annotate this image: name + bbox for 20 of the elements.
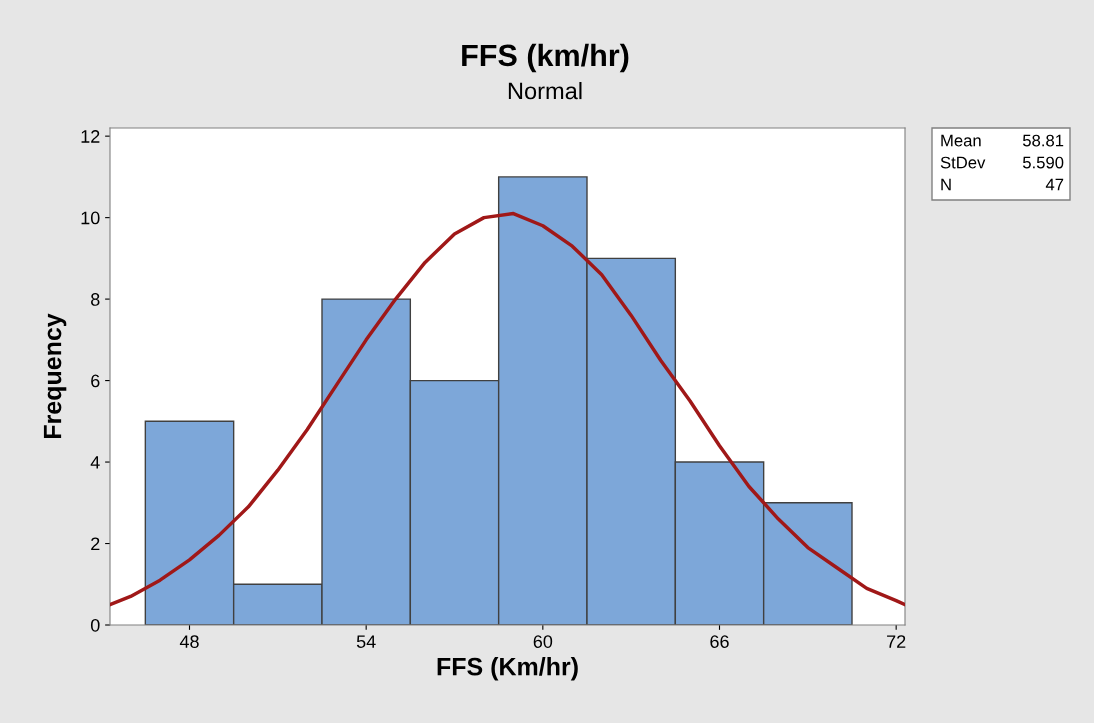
y-tick-label: 10	[81, 211, 100, 225]
text: N 47	[941, 178, 1064, 191]
x-tick-label: 66	[710, 635, 729, 648]
text: Mean 58.81	[941, 134, 1064, 147]
y-axis-title: Frequency	[43, 313, 67, 439]
y-tick-label: 2	[91, 537, 100, 551]
y-tick-label: 6	[91, 374, 100, 388]
x-tick-label: 72	[887, 635, 906, 648]
y-tick-label: 4	[90, 456, 100, 469]
y-tick-label: 12	[81, 130, 100, 143]
x-tick-label: 54	[356, 635, 376, 648]
x-tick-label: 60	[533, 635, 553, 648]
text: StDev 5.590	[940, 156, 1064, 169]
x-axis-title: FFS (Km/hr)	[437, 657, 578, 681]
x-tick-label: 48	[179, 635, 199, 648]
line-series	[110, 211, 905, 607]
y-tick-label: 0	[90, 618, 100, 632]
y-tick-label: 8	[91, 293, 100, 306]
chart-title: FFS (km/hr)	[462, 43, 629, 73]
chart-subtitle: Normal	[508, 82, 582, 100]
